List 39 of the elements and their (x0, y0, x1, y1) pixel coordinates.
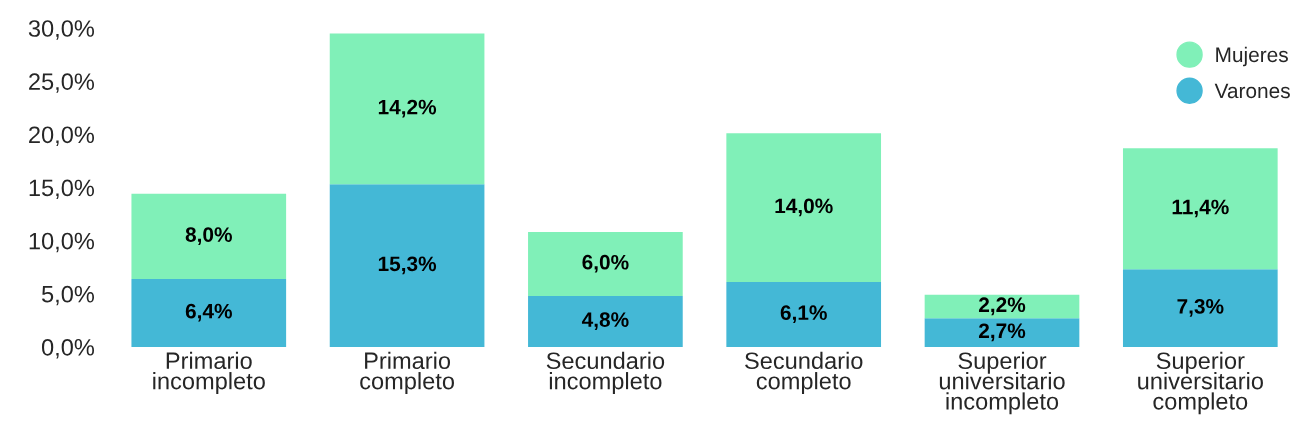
bar (329, 33, 485, 185)
data-label: 2,2% (978, 297, 1026, 316)
data-label: 6,0% (582, 254, 629, 273)
data-label: 6,1% (780, 305, 827, 324)
data-label: 8,0% (185, 227, 232, 245)
data-label: 11,4% (1172, 199, 1229, 218)
y-tick-label: 25,0% (29, 73, 95, 93)
bar (528, 232, 683, 296)
x-tick-label: Secundario completo (745, 351, 863, 395)
data-label: 2,7% (978, 323, 1026, 342)
data-label: 7,3% (1177, 298, 1224, 317)
legend-label: Varones (1214, 83, 1290, 99)
data-label: 4,8% (581, 312, 629, 330)
bar (726, 133, 882, 283)
bar (131, 278, 287, 347)
bar (924, 294, 1080, 319)
x-tick-label: Primario incompleto (153, 351, 265, 395)
data-label: 15,3% (378, 256, 437, 275)
x-tick-label: Superior universitario completo (1138, 351, 1263, 415)
legend-label: Mujeres (1216, 46, 1288, 67)
data-label: 14,0% (775, 198, 833, 217)
bar (924, 318, 1080, 347)
y-tick-label: 30,0% (28, 20, 95, 40)
data-label: 6,4% (185, 303, 232, 322)
bar (329, 184, 485, 347)
bar (726, 282, 882, 347)
y-tick-label: 15,0% (29, 179, 95, 200)
bar (528, 295, 683, 347)
data-label: 14,2% (378, 99, 437, 118)
x-tick-label: Secundario incompleto (546, 351, 665, 395)
bar (1122, 269, 1278, 347)
x-tick-label: Superior universitario incompleto (939, 351, 1065, 415)
bar (131, 193, 287, 279)
y-tick-label: 10,0% (29, 232, 95, 253)
x-tick-label: Primario completo (360, 351, 454, 395)
y-tick-label: 20,0% (29, 126, 95, 146)
y-tick-label: 0,0% (41, 338, 95, 359)
bar (1122, 148, 1278, 270)
y-tick-label: 5,0% (41, 285, 95, 306)
